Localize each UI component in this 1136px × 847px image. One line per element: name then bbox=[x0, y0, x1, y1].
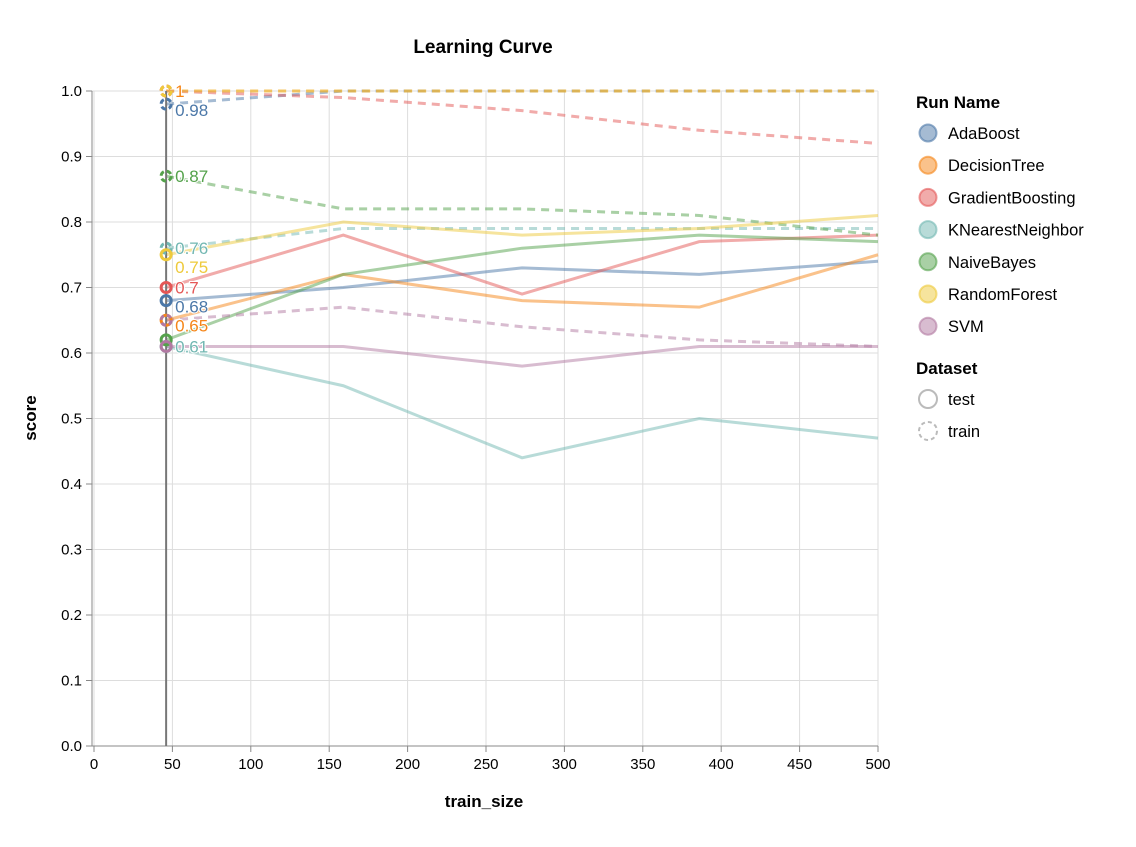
line-NaiveBayes-test bbox=[165, 233, 879, 342]
line-KNearestNeighbor-train bbox=[165, 227, 878, 250]
y-tick-label: 0.0 bbox=[61, 738, 82, 755]
hover-layer: 10.98 0.87 0.760.75 0.70.680.650.61 bbox=[159, 81, 209, 746]
legend-swatch-AdaBoost bbox=[918, 123, 938, 143]
legend-swatch-DecisionTree bbox=[918, 155, 938, 175]
point-RandomForest-test bbox=[159, 248, 173, 262]
point-value-label: 0.68 bbox=[175, 298, 208, 317]
legend-label-test: test bbox=[948, 391, 975, 409]
legend-swatch-test bbox=[918, 389, 938, 409]
y-tick-label: 0.4 bbox=[61, 476, 82, 493]
point-value-label: 0.98 bbox=[175, 101, 208, 120]
series-lines bbox=[165, 89, 879, 460]
legend-title-dataset: Dataset bbox=[916, 359, 978, 378]
y-tick-label: 0.9 bbox=[61, 149, 82, 166]
chart-title: Learning Curve bbox=[413, 37, 552, 58]
point-NaiveBayes-train bbox=[159, 169, 173, 183]
line-KNearestNeighbor-test bbox=[165, 344, 879, 460]
x-tick-label: 350 bbox=[630, 756, 655, 773]
point-AdaBoost-train bbox=[159, 97, 173, 111]
line-GradientBoosting-train bbox=[166, 89, 879, 145]
y-tick-label: 0.5 bbox=[61, 411, 82, 428]
legend-swatch-train bbox=[918, 421, 938, 441]
y-tick-label: 1.0 bbox=[61, 83, 82, 100]
point-value-label: 0.76 bbox=[175, 239, 208, 258]
y-tick-label: 0.8 bbox=[61, 214, 82, 231]
x-tick-label: 450 bbox=[787, 756, 812, 773]
legend-label-SVM: SVM bbox=[948, 318, 984, 336]
x-tick-label: 250 bbox=[473, 756, 498, 773]
line-NaiveBayes-train bbox=[165, 174, 879, 237]
point-NaiveBayes-test bbox=[159, 333, 173, 347]
point-value-label: 1 bbox=[175, 82, 184, 101]
legend-swatch-KNearestNeighbor bbox=[918, 220, 938, 240]
x-tick-label: 500 bbox=[865, 756, 890, 773]
point-value-label: 0.87 bbox=[175, 167, 208, 186]
legend-swatch-RandomForest bbox=[918, 284, 938, 304]
line-GradientBoosting-test bbox=[165, 233, 879, 296]
line-DecisionTree-test bbox=[165, 253, 879, 322]
legend-label-NaiveBayes: NaiveBayes bbox=[948, 254, 1036, 272]
point-SVM-test bbox=[159, 339, 173, 353]
y-tick-label: 0.1 bbox=[61, 673, 82, 690]
legend-label-AdaBoost: AdaBoost bbox=[948, 125, 1020, 143]
legend-label-RandomForest: RandomForest bbox=[948, 286, 1058, 304]
legend-swatch-GradientBoosting bbox=[918, 187, 938, 207]
point-AdaBoost-test bbox=[159, 294, 173, 308]
y-axis-title: score bbox=[21, 395, 40, 440]
y-tick-label: 0.3 bbox=[61, 542, 82, 559]
line-AdaBoost-train bbox=[166, 89, 878, 106]
legend-label-train: train bbox=[948, 423, 980, 441]
x-tick-label: 100 bbox=[238, 756, 263, 773]
x-tick-label: 150 bbox=[317, 756, 342, 773]
x-tick-label: 300 bbox=[552, 756, 577, 773]
line-AdaBoost-test bbox=[166, 259, 879, 303]
x-tick-label: 200 bbox=[395, 756, 420, 773]
point-GradientBoosting-test bbox=[159, 281, 173, 294]
x-axis-title: train_size bbox=[445, 792, 523, 811]
point-KNearestNeighbor-train bbox=[159, 241, 173, 255]
x-tick-label: 0 bbox=[90, 756, 98, 773]
legend-title-run-name: Run Name bbox=[916, 93, 1000, 112]
point-value-label: 0.65 bbox=[175, 317, 208, 336]
x-tick-label: 400 bbox=[709, 756, 734, 773]
point-value-label: 0.75 bbox=[175, 258, 208, 277]
y-axis: 0.0 0.1 0.2 0.3 0.4 0.5 0.6 0.7 0.8 0.9 1.0 bbox=[61, 83, 93, 755]
y-tick-label: 0.2 bbox=[61, 607, 82, 624]
legend-label-DecisionTree: DecisionTree bbox=[948, 157, 1045, 175]
legend-label-KNearestNeighbor: KNearestNeighbor bbox=[948, 222, 1084, 240]
grid bbox=[92, 90, 879, 747]
point-SVM-train bbox=[159, 313, 173, 327]
y-tick-label: 0.6 bbox=[61, 345, 82, 362]
point-RandomForest-train bbox=[159, 84, 173, 98]
x-axis: 0 50 100 150 200 250 300 350 400 450 500 bbox=[90, 745, 891, 773]
x-tick-label: 50 bbox=[164, 756, 181, 773]
legend-label-GradientBoosting: GradientBoosting bbox=[948, 189, 1076, 207]
point-value-label: 0.7 bbox=[175, 279, 199, 298]
y-tick-label: 0.7 bbox=[61, 280, 82, 297]
point-value-label: 0.61 bbox=[175, 337, 208, 356]
line-SVM-train bbox=[166, 305, 879, 348]
legend-swatch-SVM bbox=[918, 316, 938, 336]
legend: Run Name AdaBoost DecisionTree GradientBoos… bbox=[916, 93, 1084, 441]
legend-swatch-NaiveBayes bbox=[918, 252, 938, 272]
line-RandomForest-test bbox=[165, 213, 879, 257]
line-SVM-test bbox=[166, 344, 878, 368]
